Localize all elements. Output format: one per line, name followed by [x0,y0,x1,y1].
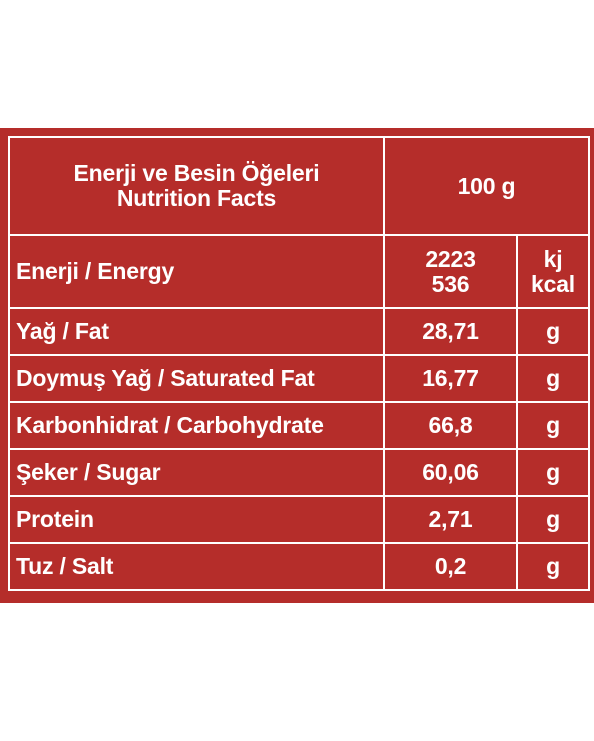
nutrient-row-sugar: Şeker / Sugar 60,06 g [8,448,591,497]
nutrition-facts-table: Enerji ve Besin Öğeleri Nutrition Facts … [8,136,591,591]
energy-kj-unit: kj [543,245,563,272]
nutrient-unit: g [515,448,591,497]
energy-kcal-unit: kcal [531,270,575,297]
energy-label: Enerji / Energy [8,234,385,309]
table-title: Enerji ve Besin Öğeleri Nutrition Facts [8,136,385,236]
nutrient-value: 0,2 [383,542,518,591]
title-turkish: Enerji ve Besin Öğeleri [73,160,320,187]
energy-kj-value: 2223 [425,245,476,272]
nutrient-label: Tuz / Salt [8,542,385,591]
nutrient-value: 60,06 [383,448,518,497]
nutrient-row-fat: Yağ / Fat 28,71 g [8,307,591,356]
nutrient-value: 66,8 [383,401,518,450]
nutrient-label: Karbonhidrat / Carbohydrate [8,401,385,450]
energy-values: 2223 536 [383,234,518,309]
serving-size: 100 g [382,136,591,236]
header-row: Enerji ve Besin Öğeleri Nutrition Facts … [8,136,591,236]
energy-row: Enerji / Energy 2223 536 kj kcal [8,234,591,309]
nutrient-unit: g [515,401,591,450]
nutrient-row-saturated-fat: Doymuş Yağ / Saturated Fat 16,77 g [8,354,591,403]
nutrient-row-protein: Protein 2,71 g [8,495,591,544]
energy-kcal-value: 536 [431,270,470,297]
nutrient-value: 16,77 [383,354,518,403]
nutrient-label: Doymuş Yağ / Saturated Fat [8,354,385,403]
nutrient-row-carbohydrate: Karbonhidrat / Carbohydrate 66,8 g [8,401,591,450]
title-english: Nutrition Facts [116,185,277,211]
nutrient-unit: g [515,354,591,403]
nutrient-unit: g [515,307,591,356]
nutrient-value: 2,71 [383,495,518,544]
nutrient-row-salt: Tuz / Salt 0,2 g [8,542,591,591]
nutrient-unit: g [515,542,591,591]
nutrient-unit: g [515,495,591,544]
nutrient-label: Yağ / Fat [8,307,385,356]
nutrient-label: Protein [8,495,385,544]
nutrient-label: Şeker / Sugar [8,448,385,497]
nutrient-value: 28,71 [383,307,518,356]
energy-units: kj kcal [515,234,591,309]
